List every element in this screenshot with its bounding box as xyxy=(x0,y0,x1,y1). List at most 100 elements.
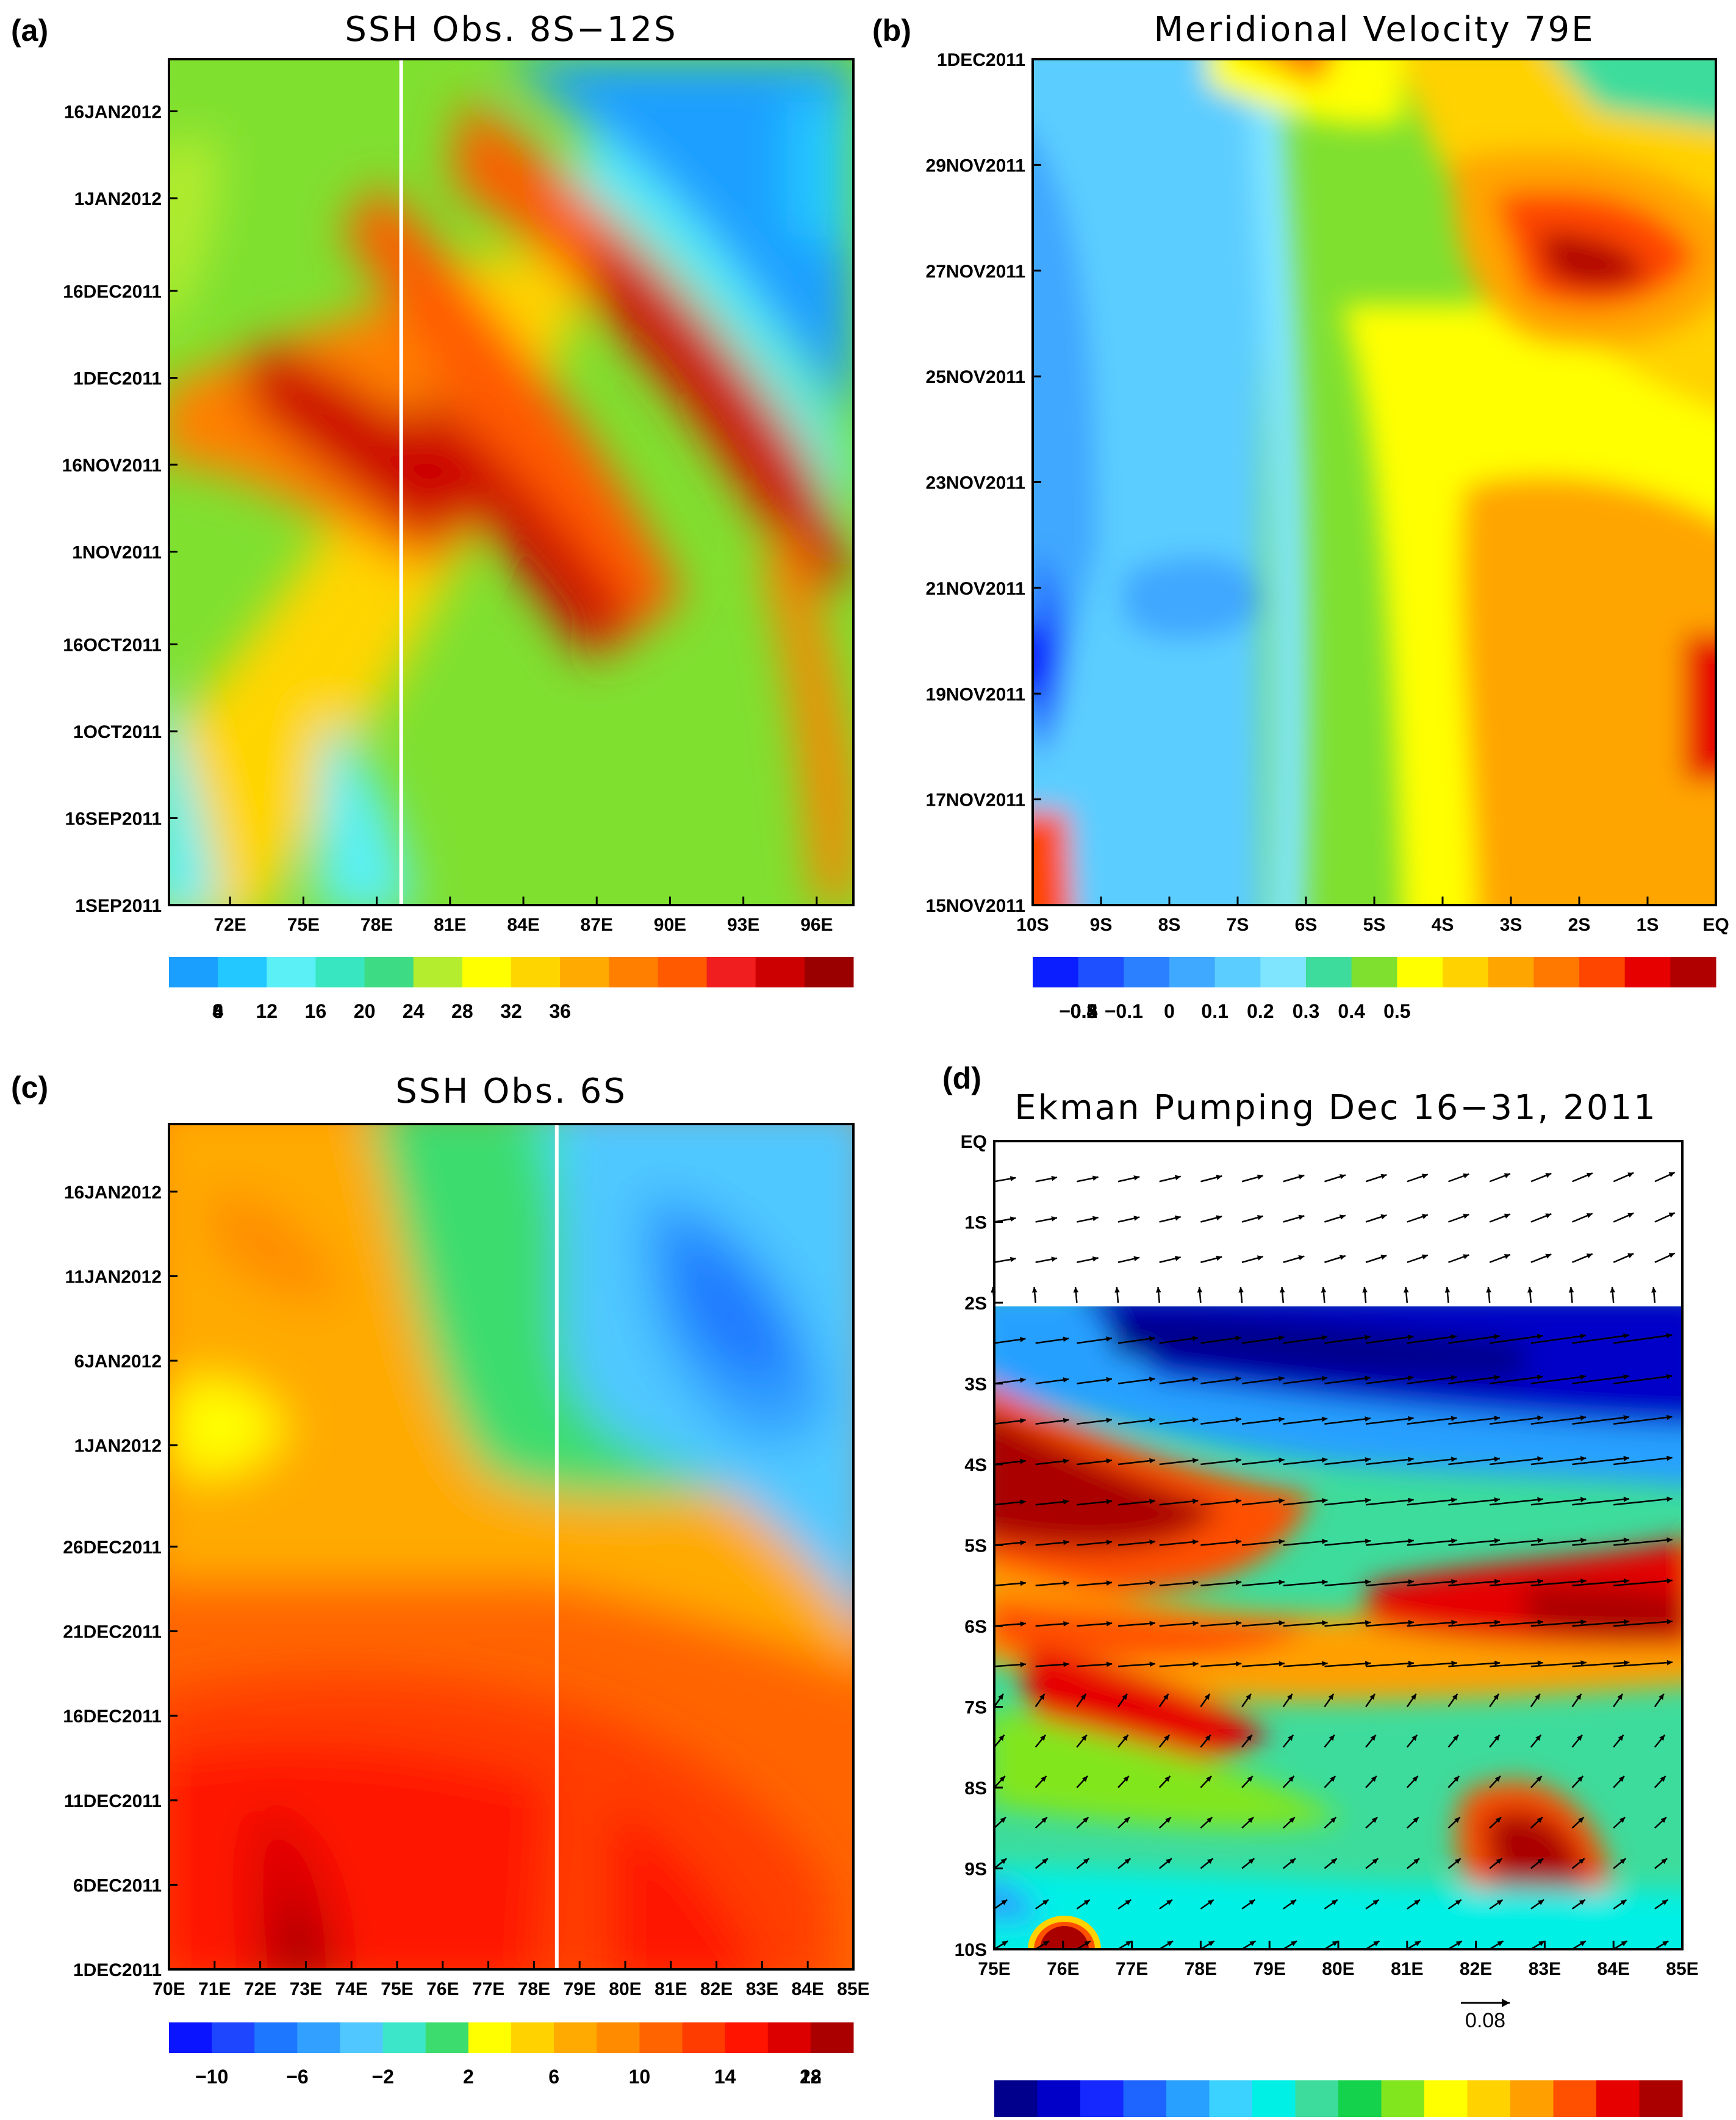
wind-vector-head xyxy=(1328,1694,1334,1700)
wind-vector xyxy=(1283,1377,1328,1384)
wind-vector-head xyxy=(1494,1456,1500,1462)
wind-vector-head xyxy=(1149,1336,1155,1342)
colorbar-swatch xyxy=(382,2022,426,2053)
wind-vector-head xyxy=(1192,1336,1199,1341)
wind-vector-head xyxy=(1081,1775,1088,1782)
wind-vector xyxy=(1077,1459,1113,1466)
colorbar-label: −0.2 xyxy=(1059,1000,1097,1022)
wind-vector-head xyxy=(1246,1735,1252,1741)
wind-vector-head xyxy=(1164,1775,1171,1782)
x-tick-label: 84E xyxy=(792,1979,824,1999)
wind-vector-head xyxy=(1504,1213,1510,1219)
wind-vector xyxy=(1200,1500,1242,1506)
y-tick-label: 16NOV2011 xyxy=(62,456,162,476)
y-tick-label: 1DEC2011 xyxy=(73,369,162,389)
colorbar-swatch xyxy=(511,2022,554,2053)
wind-vector xyxy=(1117,1459,1155,1466)
colorbar-swatch xyxy=(1424,2080,1468,2117)
wind-vector-head xyxy=(1235,1458,1241,1463)
wind-vector-head xyxy=(1451,1334,1457,1340)
colorbar-swatch xyxy=(609,957,658,987)
wind-vector xyxy=(1159,1500,1199,1506)
wind-vector-head xyxy=(1666,1373,1673,1380)
wind-vector-head xyxy=(1421,1173,1428,1179)
wind-vector-head xyxy=(1452,1694,1458,1700)
y-tick-label: 11DEC2011 xyxy=(64,1791,162,1811)
colorbar-label: 28 xyxy=(451,1000,473,1022)
wind-vector-head xyxy=(1122,1735,1128,1741)
wind-vector-head xyxy=(1149,1417,1155,1423)
wind-vector xyxy=(1572,1498,1630,1506)
colorbar-swatch xyxy=(468,2022,512,2053)
wind-vector xyxy=(1407,1662,1457,1667)
wind-vector xyxy=(1448,1458,1501,1466)
x-tick-label: 83E xyxy=(1529,1959,1561,1979)
wind-vector xyxy=(1407,1458,1457,1466)
colorbar-label: 32 xyxy=(500,1000,522,1022)
wind-vector xyxy=(1159,1459,1199,1466)
heatmap-a xyxy=(169,59,853,905)
wind-vector xyxy=(1117,1378,1155,1384)
wind-vector-head xyxy=(1249,1941,1256,1946)
x-tick-label: 75E xyxy=(978,1959,1010,1979)
colorbar-label: 14 xyxy=(714,2066,736,2088)
wind-vector xyxy=(1572,1539,1630,1546)
wind-vector-head xyxy=(1666,1333,1673,1339)
colorbar-swatch xyxy=(767,2022,811,2053)
colorbar-a: 048 12 16 20 24 28 32 36 xyxy=(169,957,854,1022)
wind-vector-head xyxy=(1002,1941,1008,1946)
y-tick-label: 10S xyxy=(955,1940,987,1960)
wind-vector-head xyxy=(1020,1540,1026,1545)
wind-vector xyxy=(1572,1334,1629,1344)
wind-vector-head xyxy=(1580,1497,1587,1503)
wind-vector-head xyxy=(999,1735,1005,1741)
wind-vector-head xyxy=(1668,1172,1675,1178)
wind-vector xyxy=(1365,1336,1414,1344)
wind-vector-head xyxy=(1322,1539,1328,1544)
wind-vector xyxy=(1490,1498,1543,1506)
wind-vector-head xyxy=(1193,1580,1199,1586)
wind-vector-head xyxy=(1577,1775,1584,1782)
colorbar-swatch xyxy=(169,957,218,987)
wind-vector-head xyxy=(1207,1899,1214,1905)
wind-vector xyxy=(1572,1661,1630,1667)
colorbar-swatch xyxy=(462,957,512,987)
x-tick-label: 1S xyxy=(1637,915,1659,935)
wind-vector-head xyxy=(1041,1817,1047,1823)
wind-vector-head xyxy=(1339,1214,1346,1220)
wind-vector-head xyxy=(1662,1899,1668,1905)
x-tick-label: 72E xyxy=(213,915,246,935)
wind-vector-head xyxy=(1279,1661,1285,1667)
colorbar-swatch xyxy=(364,957,414,987)
wind-vector-head xyxy=(1662,1941,1669,1946)
wind-vector-head xyxy=(1235,1580,1242,1586)
wind-vector xyxy=(1283,1336,1328,1344)
wind-vector-head xyxy=(1666,1537,1673,1543)
x-tick-label: 75E xyxy=(287,915,320,935)
y-tick-label: 16SEP2011 xyxy=(65,809,162,829)
colorbar-swatch xyxy=(597,2022,640,2053)
wind-vector xyxy=(1117,1419,1155,1425)
wind-vector-head xyxy=(1051,1175,1058,1181)
x-tick-label: 81E xyxy=(434,915,466,935)
wind-vector-head xyxy=(1106,1417,1112,1423)
wind-vector xyxy=(1490,1661,1544,1667)
x-tick-label: 78E xyxy=(1185,1959,1217,1979)
wind-vector-head xyxy=(998,1694,1003,1700)
wind-vector-head xyxy=(1123,1775,1129,1782)
wind-vector-head xyxy=(1192,1499,1199,1504)
wind-vector-head xyxy=(1414,1899,1421,1905)
wind-vector-head xyxy=(1082,1817,1089,1823)
wind-vector xyxy=(1077,1622,1113,1627)
y-tick-label: 1DEC2011 xyxy=(937,50,1025,70)
y-tick-label: 3S xyxy=(964,1375,987,1395)
heatmap-b xyxy=(1033,59,1716,905)
wind-vector-head xyxy=(1288,1775,1294,1782)
wind-vector-head xyxy=(1623,1578,1630,1584)
wind-vector xyxy=(1530,1457,1587,1466)
wind-vector-head xyxy=(1339,1255,1346,1260)
wind-vector-head xyxy=(1246,1694,1251,1700)
wind-vector-head xyxy=(1494,1660,1501,1666)
wind-vector xyxy=(1077,1378,1113,1384)
y-tick-label: 29NOV2011 xyxy=(926,156,1025,176)
